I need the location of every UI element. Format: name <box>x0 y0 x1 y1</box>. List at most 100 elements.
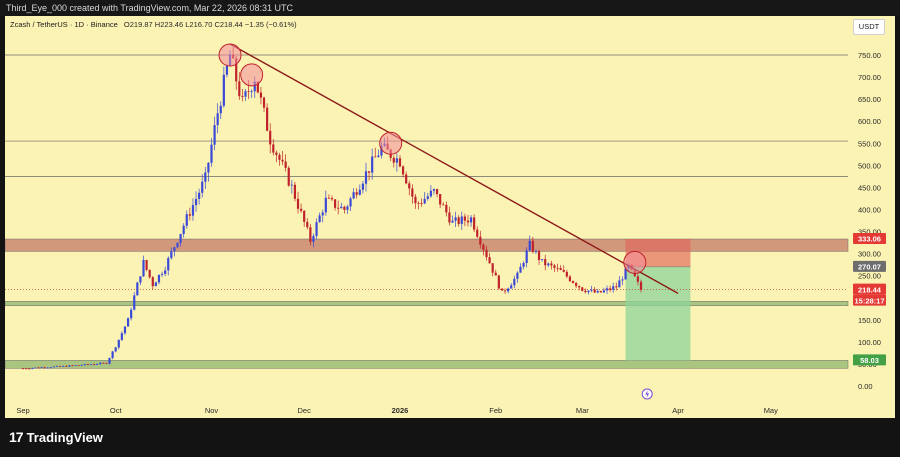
candle-body <box>571 281 575 283</box>
candle-body <box>429 190 432 197</box>
candle-body <box>451 220 454 223</box>
candle-body <box>309 227 312 242</box>
candle-body <box>318 215 321 223</box>
time-axis-label: Oct <box>110 406 123 415</box>
target-price-badge-label: 58.03 <box>860 356 879 365</box>
candle-body <box>602 290 606 293</box>
ohlc-high: H223.46 <box>154 20 184 29</box>
candle-body <box>330 198 334 200</box>
touch-marker-circle <box>218 43 242 67</box>
candle-body <box>262 97 266 108</box>
candle-countdown-badge <box>853 294 886 306</box>
candle-body <box>442 204 445 206</box>
candle-body <box>636 276 640 282</box>
touch-marker-circle <box>623 250 647 274</box>
candle-body <box>337 207 340 209</box>
candle-body <box>222 74 225 106</box>
candle-body <box>219 105 222 114</box>
candle-body <box>460 216 463 224</box>
candle-body <box>281 159 284 162</box>
candle-body <box>432 189 436 191</box>
caption-bar: Third_Eye_000 created with TradingView.c… <box>0 0 900 16</box>
support-zone <box>5 301 849 306</box>
candle-body <box>293 184 297 199</box>
ohlc-change: −1.35 (−0.61%) <box>244 20 297 29</box>
candle-body <box>513 278 516 286</box>
candle-body <box>346 206 349 210</box>
candle-body <box>176 242 179 248</box>
candle-body <box>300 208 303 211</box>
candle-body <box>547 263 550 266</box>
touch-marker-circle <box>379 131 403 155</box>
candle-body <box>191 205 195 216</box>
candles <box>21 47 643 370</box>
resistance-price-badge <box>853 233 886 245</box>
candle-body <box>290 184 293 186</box>
candle-body <box>164 270 167 274</box>
candle-body <box>575 282 578 286</box>
candle-body <box>435 189 439 195</box>
candle-body <box>364 171 368 184</box>
currency-button[interactable]: USDT <box>853 19 885 35</box>
candle-body <box>315 222 318 236</box>
candle-body <box>469 217 473 223</box>
time-axis-label: Nov <box>205 406 219 415</box>
candle-body <box>587 290 590 293</box>
candle-body <box>303 210 306 222</box>
candle-body <box>340 206 343 209</box>
candle-body <box>497 275 500 289</box>
candle-body <box>46 367 49 369</box>
candle-body <box>49 367 52 369</box>
candle-body <box>401 166 405 175</box>
price-chart[interactable]: 750.00 700.00 650.00 600.00 550.00 500.00 450.… <box>5 16 895 418</box>
candle-body <box>99 362 102 365</box>
entry-price-badge-label: 270.07 <box>858 263 881 272</box>
resistance-zone <box>5 238 849 252</box>
candle-body <box>83 364 86 366</box>
candle-body <box>355 192 358 195</box>
candle-body <box>593 289 596 293</box>
candle-body <box>157 274 161 283</box>
candle-body <box>120 333 123 340</box>
candle-body <box>210 144 213 163</box>
time-axis-label: Dec <box>298 406 312 415</box>
candle-body <box>173 247 176 252</box>
candle-body <box>52 366 55 368</box>
chart-area[interactable]: 750.00 700.00 650.00 600.00 550.00 500.00 450.… <box>5 16 895 418</box>
candle-body <box>151 277 154 287</box>
price-tick-label: 600.00 <box>858 117 881 126</box>
candle-body <box>525 250 528 264</box>
candle-body <box>562 269 565 272</box>
candle-body <box>537 251 541 260</box>
candle-body <box>207 162 210 173</box>
candle-body <box>599 291 602 293</box>
base-zone <box>5 360 849 369</box>
candle-body <box>507 288 510 292</box>
candle-body <box>86 364 89 365</box>
candle-body <box>139 276 142 283</box>
candle-body <box>494 272 497 276</box>
time-axis-label: May <box>764 406 778 415</box>
candle-body <box>445 204 448 213</box>
candle-body <box>473 217 476 230</box>
price-tick-label: 650.00 <box>858 95 881 104</box>
tradingview-logo-icon: 17 <box>9 429 24 445</box>
candle-body <box>188 214 191 216</box>
candle-body <box>204 172 207 182</box>
candle-body <box>624 268 627 280</box>
tradingview-logo[interactable]: 17 TradingView <box>9 429 103 445</box>
price-tick-label: 350.00 <box>858 228 881 237</box>
candle-body <box>639 281 643 290</box>
candle-body <box>618 280 621 288</box>
candle-body <box>238 81 241 97</box>
candle-body <box>312 235 315 242</box>
candle-body <box>167 258 170 271</box>
candle-body <box>448 212 451 223</box>
candle-body <box>395 158 398 163</box>
candle-body <box>358 189 361 195</box>
price-tick-label: 450.00 <box>858 183 881 192</box>
candle-body <box>216 113 219 126</box>
candle-body <box>145 259 148 270</box>
candle-body <box>179 233 182 243</box>
candle-body <box>256 81 259 93</box>
